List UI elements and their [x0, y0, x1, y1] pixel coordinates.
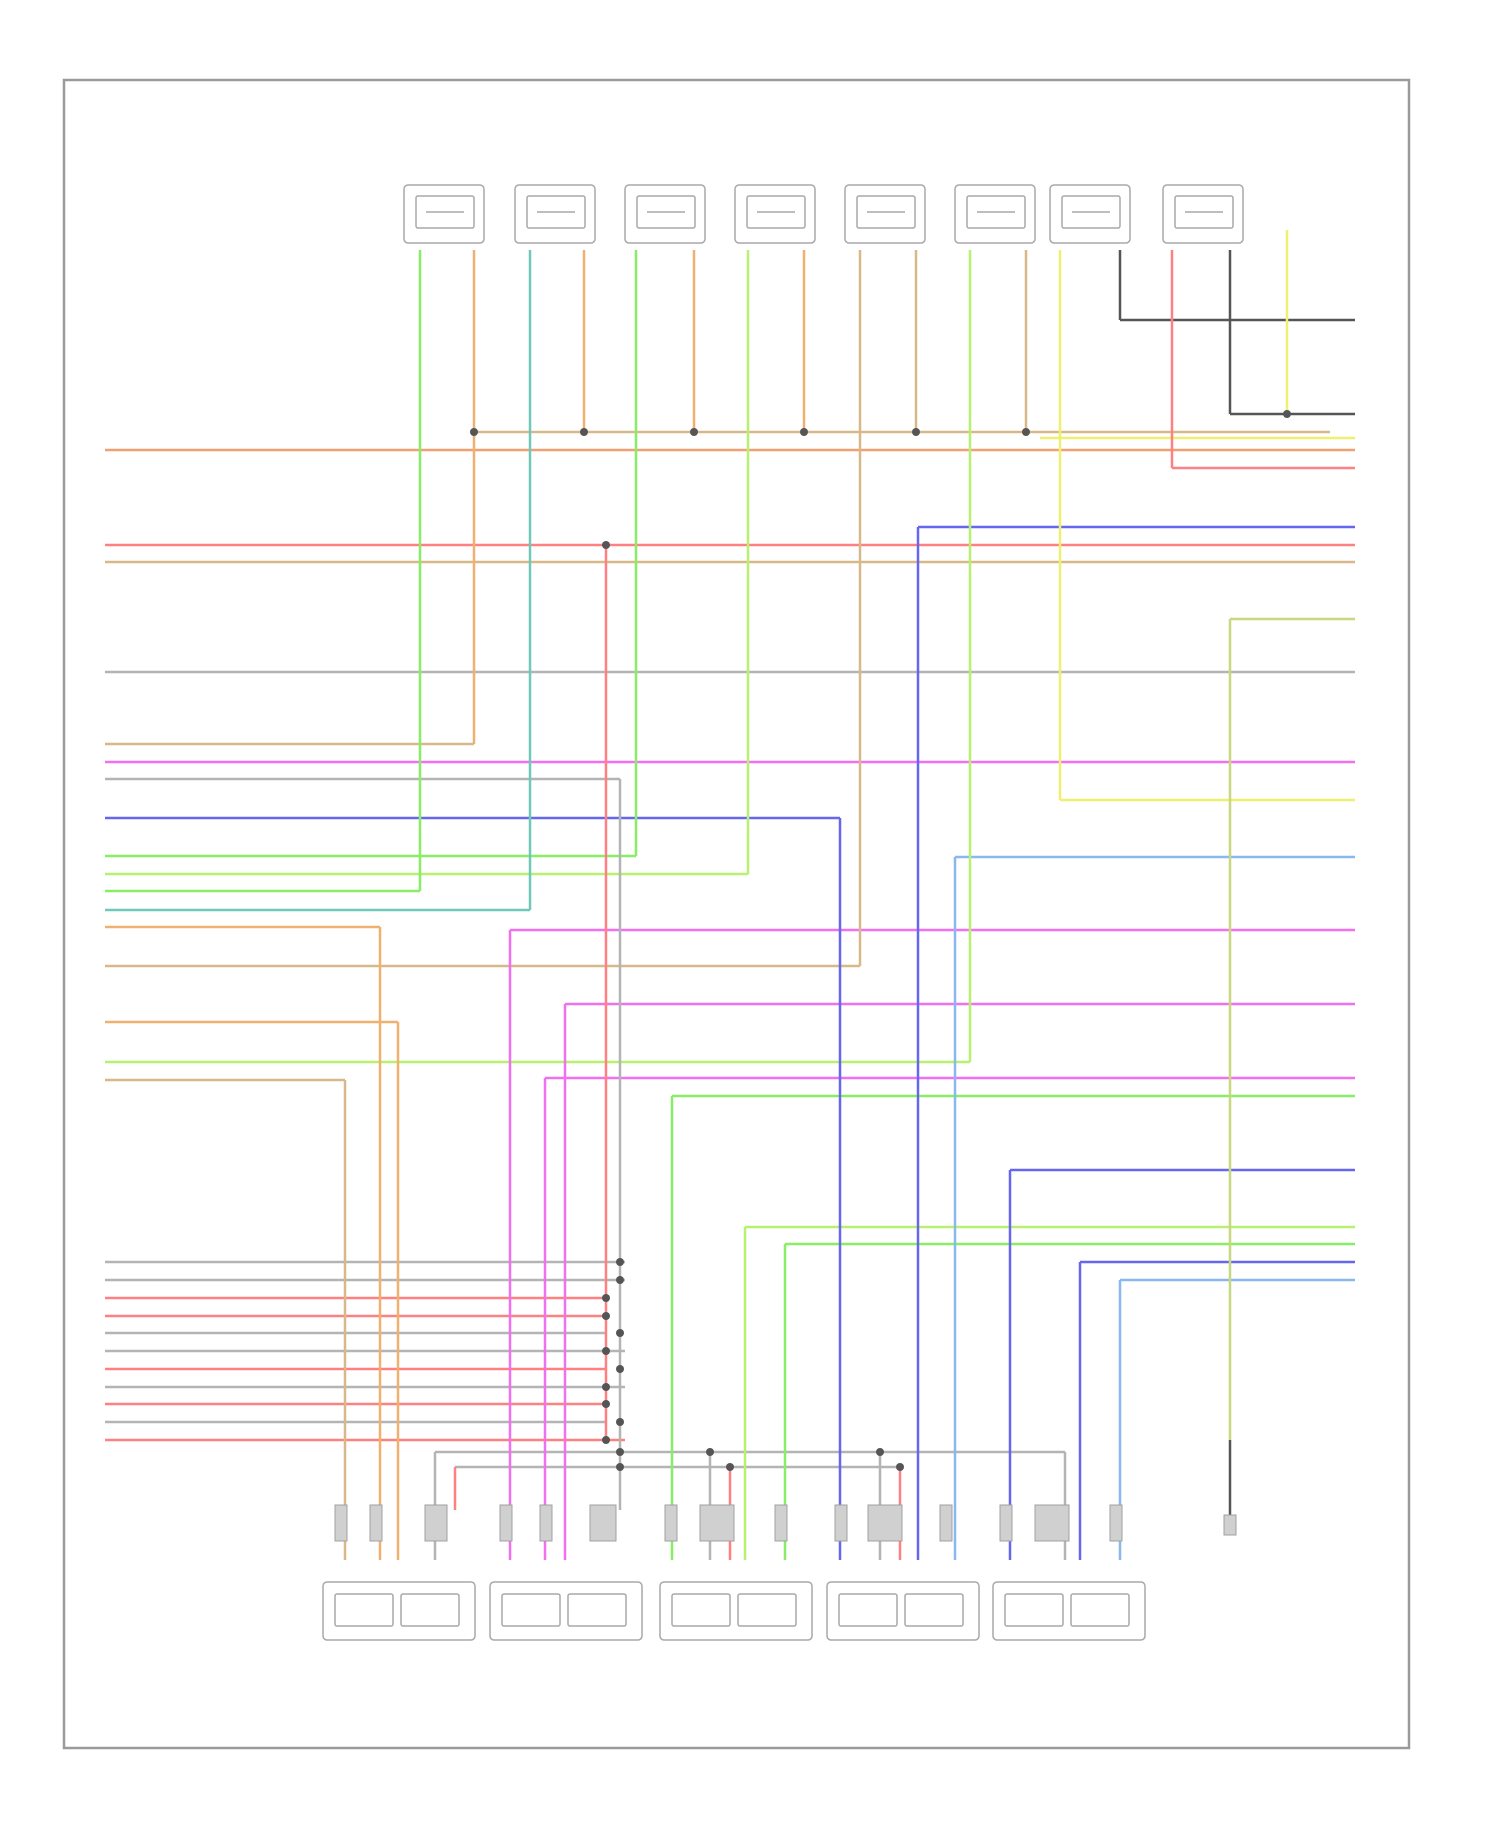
connector-pin — [1034, 1504, 1070, 1542]
connector-pin — [867, 1504, 903, 1542]
top-sensor-6 — [954, 184, 1036, 244]
connector-pin — [999, 1504, 1013, 1542]
splice — [1022, 428, 1030, 436]
bottom-sensor-2 — [489, 1581, 643, 1641]
splice — [616, 1463, 624, 1471]
connector-pin — [774, 1504, 788, 1542]
connector-pin — [1223, 1514, 1237, 1536]
splice — [912, 428, 920, 436]
bottom-sensor-4 — [826, 1581, 980, 1641]
connector-pin — [539, 1504, 553, 1542]
top-sensor-2 — [514, 184, 596, 244]
top-sensor-3 — [624, 184, 706, 244]
diagram-frame — [62, 78, 1411, 1750]
connector-pin — [499, 1504, 513, 1542]
splice — [876, 1448, 884, 1456]
connector-pin — [664, 1504, 678, 1542]
vertical-wires — [343, 230, 1289, 1560]
splice — [690, 428, 698, 436]
bottom-sensor-1 — [322, 1581, 476, 1641]
splice — [616, 1448, 624, 1456]
bottom-sensor-3 — [659, 1581, 813, 1641]
connector-pin — [334, 1504, 348, 1542]
top-sensor-7 — [1049, 184, 1131, 244]
top-sensors — [403, 184, 1244, 244]
splice — [602, 541, 610, 549]
connector-pin — [834, 1504, 848, 1542]
splice — [1283, 410, 1291, 418]
connector-pin — [424, 1504, 448, 1542]
splice — [616, 1418, 624, 1426]
top-sensor-8 — [1162, 184, 1244, 244]
splices — [470, 410, 1291, 1471]
splice — [800, 428, 808, 436]
top-sensor-1 — [403, 184, 485, 244]
connector-pin — [589, 1504, 617, 1542]
splice — [616, 1329, 624, 1337]
splice — [602, 1312, 610, 1320]
top-sensor-5 — [844, 184, 926, 244]
splice — [602, 1294, 610, 1302]
splice — [896, 1463, 904, 1471]
splice — [602, 1383, 610, 1391]
splice — [602, 1436, 610, 1444]
splice — [580, 428, 588, 436]
splice — [616, 1276, 624, 1284]
top-sensor-4 — [734, 184, 816, 244]
splice — [726, 1463, 734, 1471]
splice — [616, 1365, 624, 1373]
bottom-sensors — [322, 1581, 1146, 1641]
splice — [706, 1448, 714, 1456]
splice — [470, 428, 478, 436]
connector-pin — [1109, 1504, 1123, 1542]
splice — [602, 1347, 610, 1355]
bottom-sensor-5 — [992, 1581, 1146, 1641]
connector-pin — [699, 1504, 735, 1542]
connector-stubs — [334, 1504, 1237, 1542]
connector-pin — [369, 1504, 383, 1542]
splice — [602, 1400, 610, 1408]
horizontal-wires — [105, 318, 1355, 1510]
splice — [616, 1258, 624, 1266]
connector-pin — [939, 1504, 953, 1542]
